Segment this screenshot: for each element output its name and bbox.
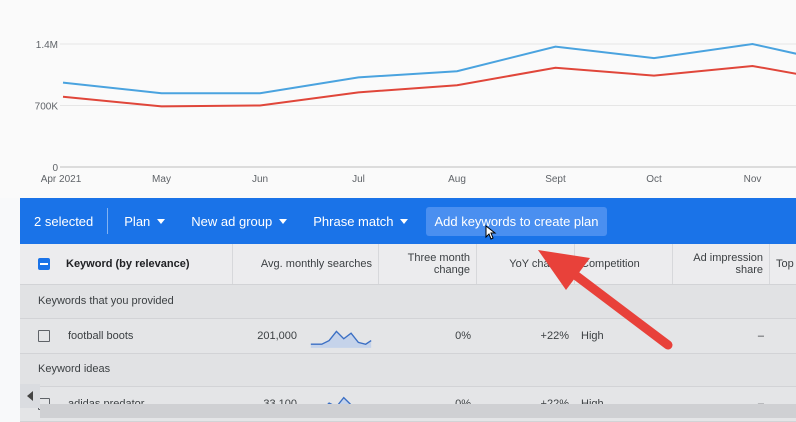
y-tick-label: 1.4M (36, 40, 58, 51)
group-label-ideas: Keyword ideas (38, 363, 111, 375)
keyword-table: Keyword (by relevance) Avg. monthly sear… (20, 244, 796, 422)
horizontal-scrollbar[interactable] (40, 404, 796, 418)
ad-impression-cell: – (757, 330, 764, 342)
table-row[interactable]: football boots 201,000 0% +22% High – (20, 318, 796, 354)
avg-monthly-searches-header[interactable]: Avg. monthly searches (233, 244, 379, 284)
new-ad-group-label: New ad group (191, 213, 273, 229)
selected-count: 2 selected (34, 213, 94, 229)
three-month-change-header[interactable]: Three month change (379, 244, 477, 284)
keyword-cell: football boots (68, 330, 134, 342)
add-keywords-to-plan-button[interactable]: Add keywords to create plan (426, 206, 607, 236)
x-tick-label: Oct (646, 174, 662, 185)
row-checkbox[interactable] (38, 330, 50, 342)
mouse-pointer-icon (485, 225, 497, 240)
selection-toolbar: 2 selected Plan New ad group Phrase matc… (20, 198, 796, 244)
x-tick-label: Jun (252, 174, 268, 185)
plan-dropdown[interactable]: Plan (114, 214, 175, 229)
x-tick-label: Nov (744, 174, 762, 185)
trend-sparkline (303, 319, 379, 353)
keyword-column-header[interactable]: Keyword (by relevance) (20, 244, 233, 284)
scroll-left-button[interactable] (20, 384, 40, 408)
group-label-provided: Keywords that you provided (38, 295, 174, 307)
y-tick-label: 700K (35, 102, 59, 113)
y-tick-label: 0 (52, 163, 58, 174)
caret-down-icon (279, 218, 288, 224)
keyword-header-label: Keyword (by relevance) (66, 258, 190, 270)
ad-impression-share-header[interactable]: Ad impression share (673, 244, 770, 284)
line-chart: 1.4M 700K 0 Apr 2021 May Jun Jul Aug Sept Oct Nov (35, 40, 796, 185)
top-bid-header[interactable]: Top bid (lo (776, 258, 796, 270)
yoy-change-header[interactable]: YoY change (477, 244, 575, 284)
three-month-change-cell: 0% (455, 330, 471, 342)
table-header: Keyword (by relevance) Avg. monthly sear… (20, 244, 796, 285)
new-ad-group-dropdown[interactable]: New ad group (181, 214, 297, 229)
competition-cell: High (581, 330, 604, 342)
series-line-red (62, 64, 796, 108)
plan-dropdown-label: Plan (124, 213, 151, 229)
x-tick-label: Jul (352, 174, 365, 185)
x-tick-label: Sept (545, 174, 566, 185)
series-line-blue (62, 42, 796, 95)
select-all-checkbox[interactable] (38, 258, 50, 270)
match-type-dropdown[interactable]: Phrase match (303, 214, 418, 229)
caret-down-icon (157, 218, 166, 224)
x-tick-label: Aug (448, 174, 466, 185)
match-type-label: Phrase match (313, 213, 394, 229)
x-tick-label: May (152, 174, 171, 185)
toolbar-divider (107, 208, 109, 234)
yoy-change-cell: +22% (540, 330, 569, 342)
x-tick-label: Apr 2021 (41, 174, 82, 185)
avg-searches-cell: 201,000 (257, 330, 297, 342)
scroll-left-icon (27, 391, 33, 401)
search-volume-chart: 1.4M 700K 0 Apr 2021 May Jun Jul Aug Sept Oct Nov (0, 0, 796, 198)
competition-header[interactable]: Competition (575, 244, 673, 284)
caret-down-icon (400, 218, 409, 224)
